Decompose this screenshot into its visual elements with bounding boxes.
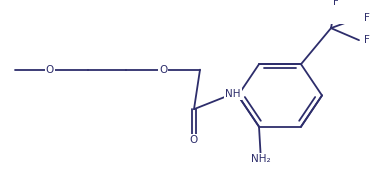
Text: F: F — [364, 13, 370, 23]
Text: O: O — [190, 135, 198, 145]
Text: O: O — [46, 65, 54, 75]
Text: F: F — [364, 35, 370, 45]
Text: F: F — [333, 0, 339, 7]
Text: O: O — [159, 65, 167, 75]
Text: NH: NH — [225, 89, 241, 99]
Text: NH₂: NH₂ — [251, 154, 271, 165]
